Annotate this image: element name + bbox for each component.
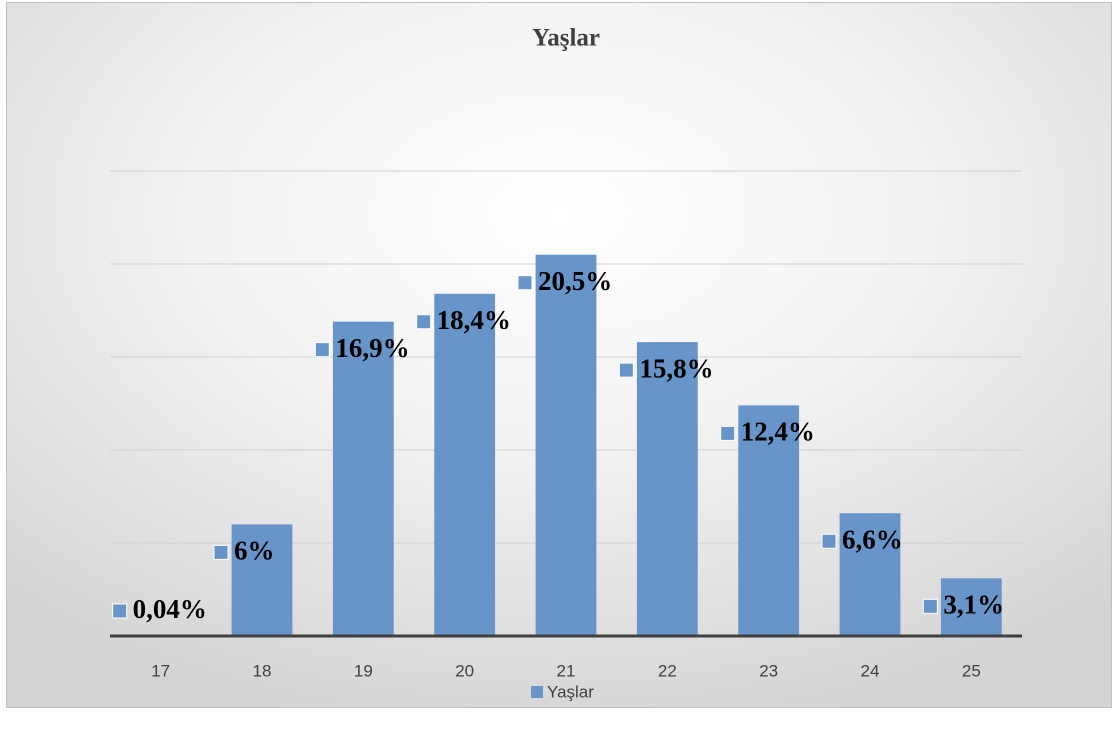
value-label: 20,5% xyxy=(538,266,612,296)
label-marker xyxy=(922,598,938,614)
label-marker xyxy=(821,533,837,549)
x-tick-label: 19 xyxy=(354,661,373,680)
x-tick-label: 22 xyxy=(658,661,677,680)
bar xyxy=(434,293,496,636)
x-tick-label: 18 xyxy=(253,661,272,680)
label-marker xyxy=(314,342,330,358)
bar xyxy=(839,513,901,636)
chart-title: Yaşlar xyxy=(532,25,600,52)
bar xyxy=(535,254,597,636)
value-label: 6,6% xyxy=(842,524,903,554)
label-marker xyxy=(720,425,736,441)
value-label: 0,04% xyxy=(133,594,207,624)
bar xyxy=(636,342,698,636)
value-label: 15,8% xyxy=(639,353,713,383)
x-tick-label: 24 xyxy=(861,661,880,680)
x-tick-label: 20 xyxy=(455,661,474,680)
x-tick-label: 25 xyxy=(962,661,981,680)
bar xyxy=(738,405,800,636)
legend-swatch xyxy=(531,686,543,698)
label-marker xyxy=(618,362,634,378)
value-label: 12,4% xyxy=(741,417,815,447)
label-marker xyxy=(112,603,128,619)
bar xyxy=(940,578,1002,636)
x-tick-label: 17 xyxy=(151,661,170,680)
value-label: 6% xyxy=(234,536,275,566)
legend-label: Yaşlar xyxy=(547,682,594,701)
value-label: 16,9% xyxy=(335,333,409,363)
bar xyxy=(332,321,394,636)
label-marker xyxy=(517,275,533,291)
value-label: 18,4% xyxy=(437,305,511,335)
value-label: 3,1% xyxy=(943,590,1004,620)
label-marker xyxy=(416,314,432,330)
label-marker xyxy=(213,544,229,560)
x-tick-label: 21 xyxy=(557,661,576,680)
x-tick-label: 23 xyxy=(759,661,778,680)
bar xyxy=(231,524,293,636)
